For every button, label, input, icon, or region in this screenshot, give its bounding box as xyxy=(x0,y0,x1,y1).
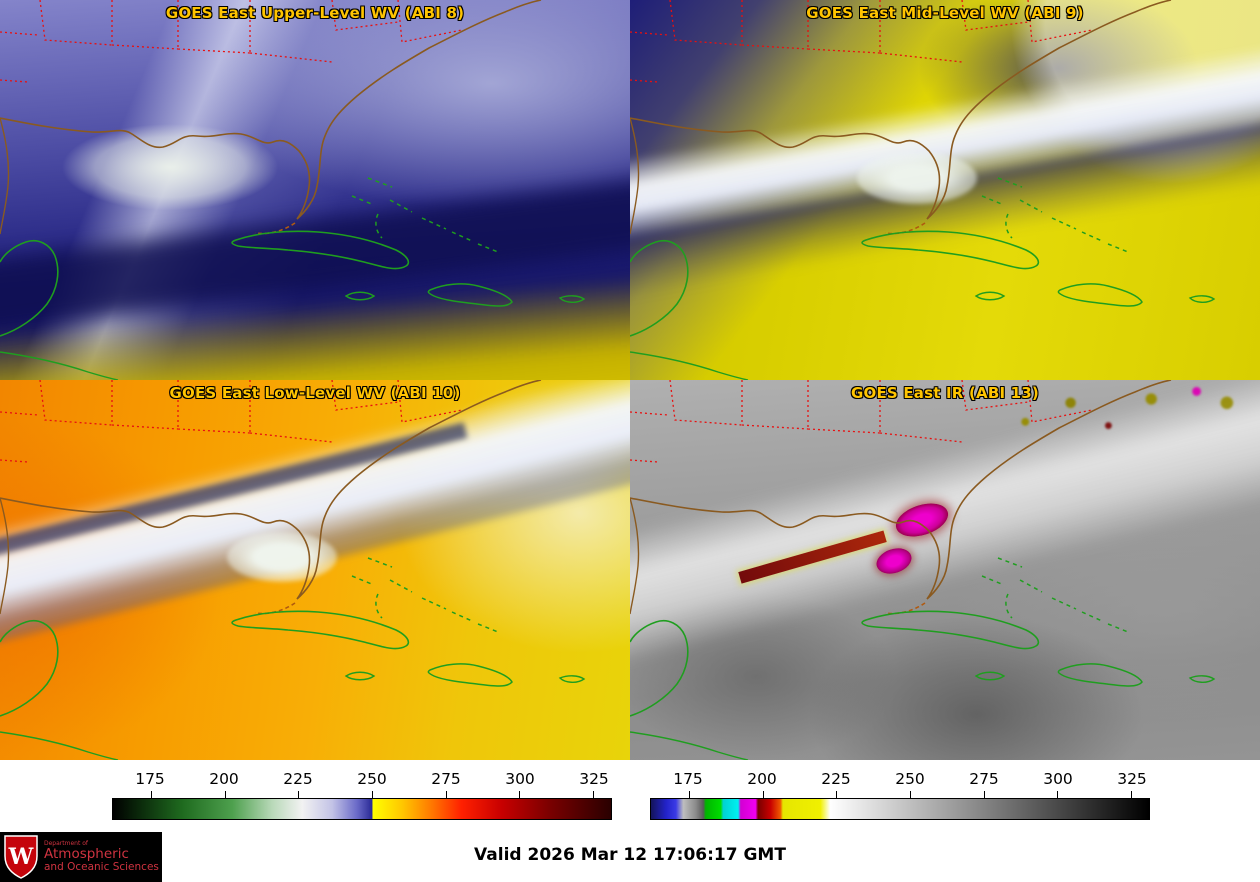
panel-abi8: GOES East Upper-Level WV (ABI 8) xyxy=(0,0,630,380)
satellite-imagery-abi13 xyxy=(630,380,1260,760)
satellite-imagery-abi9 xyxy=(630,0,1260,380)
panel-abi13: GOES East IR (ABI 13) xyxy=(630,380,1260,760)
map-overlay xyxy=(0,0,585,380)
panel-title-abi8: GOES East Upper-Level WV (ABI 8) xyxy=(165,4,465,22)
colorbar-tick-label: 300 xyxy=(505,770,535,788)
satellite-quad-grid: GOES East Upper-Level WV (ABI 8) GOES Ea… xyxy=(0,0,1260,760)
colorbar-tick-label: 275 xyxy=(969,770,999,788)
svg-text:W: W xyxy=(8,844,34,870)
valid-time-label: Valid 2026 Mar 12 17:06:17 GMT xyxy=(474,845,786,865)
colorbar-wv-tick-labels: 175 200 225 250 275 300 325 xyxy=(112,770,612,790)
colorbar-tick-label: 275 xyxy=(431,770,461,788)
footer: W Department of Atmospheric and Oceanic … xyxy=(0,832,1260,882)
panel-abi10: GOES East Low-Level WV (ABI 10) xyxy=(0,380,630,760)
logo-text: Department of Atmospheric and Oceanic Sc… xyxy=(44,839,159,873)
logo-line1: Atmospheric xyxy=(44,846,129,863)
imagery-layer xyxy=(856,152,977,204)
colorbar-tick-label: 175 xyxy=(673,770,703,788)
colorbar-tick-label: 225 xyxy=(821,770,851,788)
imagery-layer xyxy=(995,380,1248,456)
colorbar-wv: 175 200 225 250 275 300 325 xyxy=(112,760,612,820)
colorbar-tick-label: 325 xyxy=(1117,770,1147,788)
colorbar-ir-tick-labels: 175 200 225 250 275 300 325 xyxy=(650,770,1150,790)
colorbar-ir: 175 200 225 250 275 300 325 xyxy=(650,760,1150,820)
colorbar-tick-label: 200 xyxy=(209,770,239,788)
colorbar-wv-gradient xyxy=(112,791,612,820)
panel-title-abi10: GOES East Low-Level WV (ABI 10) xyxy=(169,384,461,402)
map-overlay xyxy=(630,380,1215,760)
map-overlay xyxy=(630,0,1215,380)
uw-aos-logo: W Department of Atmospheric and Oceanic … xyxy=(0,832,162,882)
colorbar-tick-label: 300 xyxy=(1043,770,1073,788)
colorbar-tick-label: 175 xyxy=(135,770,165,788)
colorbar-tick-label: 225 xyxy=(283,770,313,788)
logo-dept-line: Department of xyxy=(44,839,88,847)
panel-title-abi13: GOES East IR (ABI 13) xyxy=(850,384,1039,402)
satellite-imagery-abi10 xyxy=(0,380,630,760)
colorbar-section: 175 200 225 250 275 300 325 175 200 225 … xyxy=(0,760,1260,832)
colorbar-tick-label: 250 xyxy=(895,770,925,788)
panel-abi9: GOES East Mid-Level WV (ABI 9) xyxy=(630,0,1260,380)
panel-title-abi9: GOES East Mid-Level WV (ABI 9) xyxy=(806,4,1084,22)
colorbar-tick-label: 325 xyxy=(579,770,609,788)
uw-crest-icon: W xyxy=(4,835,38,879)
colorbar-tick-label: 250 xyxy=(357,770,387,788)
map-overlay xyxy=(0,380,585,760)
satellite-imagery-abi8 xyxy=(0,0,630,380)
logo-line2: and Oceanic Sciences xyxy=(44,860,159,873)
colorbar-tick-label: 200 xyxy=(747,770,777,788)
colorbar-ir-gradient xyxy=(650,791,1150,820)
